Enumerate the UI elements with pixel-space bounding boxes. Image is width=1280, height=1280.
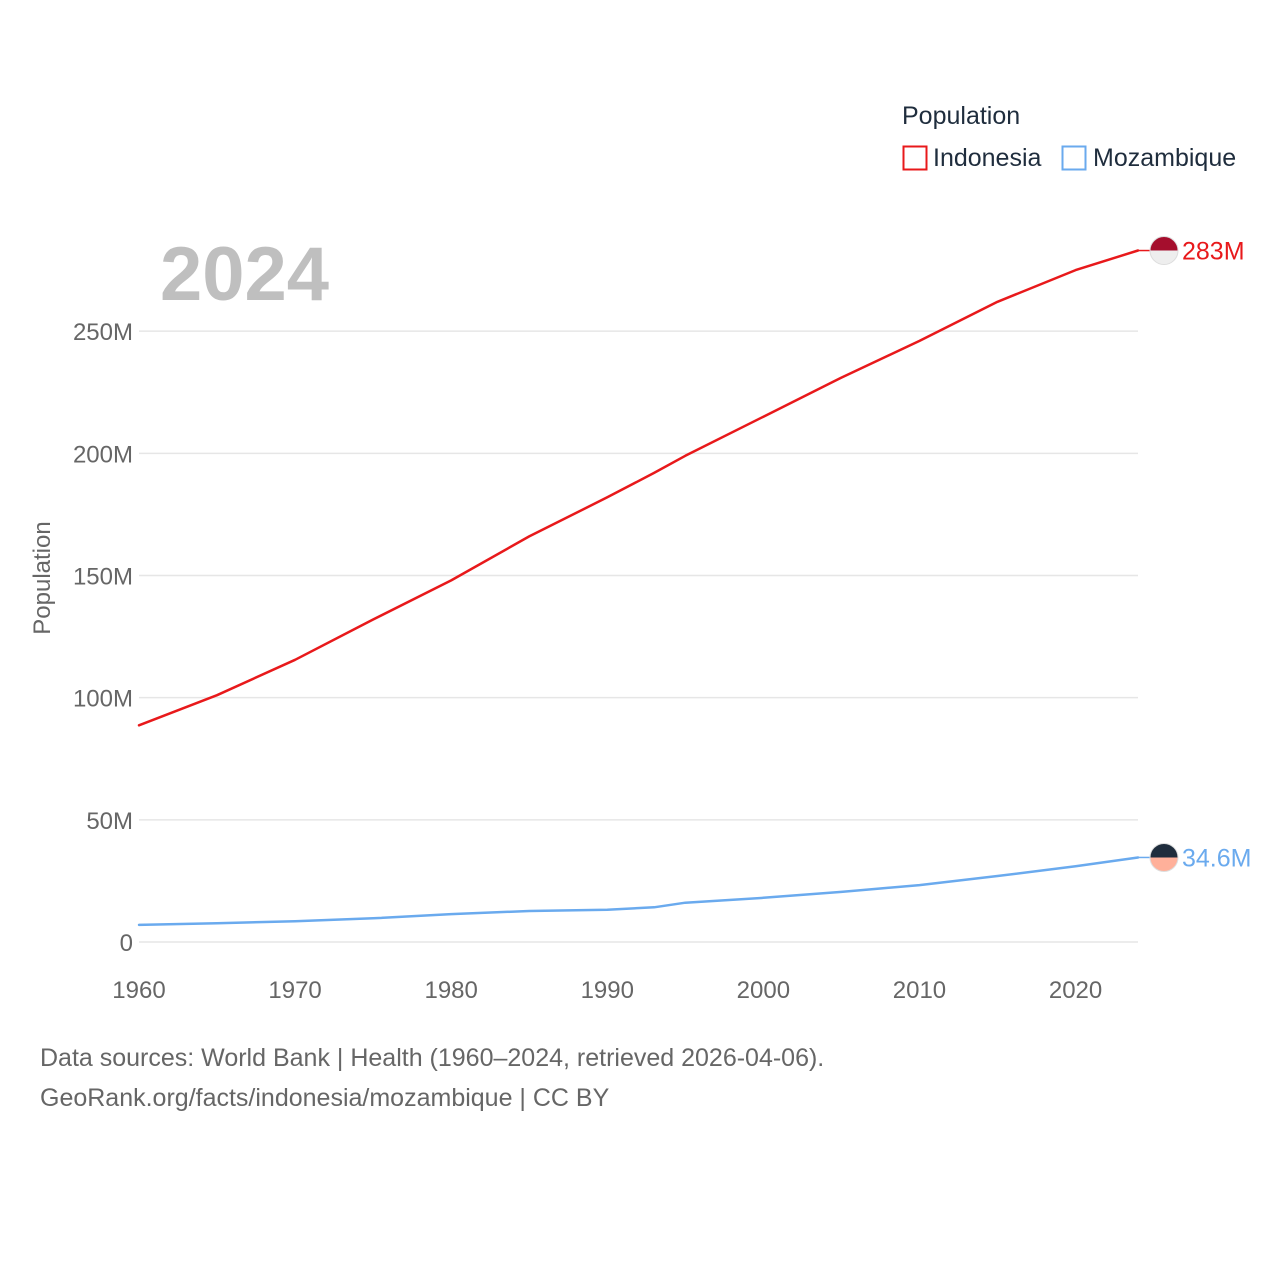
series-line-mozambique[interactable] <box>137 856 1140 927</box>
end-value-label-indonesia: 283M <box>1182 238 1245 266</box>
legend-swatch-mozambique <box>1061 145 1087 171</box>
x-tick-label: 1980 <box>424 977 477 1004</box>
x-tick-label: 2010 <box>893 977 946 1004</box>
x-tick-label: 2000 <box>737 977 790 1004</box>
flag-indonesia-icon <box>1149 236 1179 266</box>
legend-title: Population <box>902 102 1020 130</box>
y-tick-labels: 0 50M 100M 150M 200M 250M <box>73 319 133 957</box>
y-axis-title: Population <box>29 521 56 634</box>
year-label: 2024 <box>160 232 329 317</box>
x-tick-label: 1960 <box>112 977 165 1004</box>
attribution-link[interactable]: GeoRank.org/facts/indonesia/mozambique |… <box>40 1084 610 1112</box>
y-tick-label: 200M <box>73 441 133 468</box>
x-tick-labels: 1960 1970 1980 1990 2000 2010 2020 <box>112 977 1102 1004</box>
y-tick-label: 50M <box>86 808 133 835</box>
legend: Population Indonesia Mozambique <box>902 102 1236 172</box>
legend-item-indonesia[interactable]: Indonesia <box>902 144 1042 172</box>
series-line-indonesia[interactable] <box>137 249 1140 727</box>
series-end-markers: 283M 34.6M <box>1138 236 1251 872</box>
x-tick-label: 1970 <box>268 977 321 1004</box>
legend-label-mozambique: Mozambique <box>1093 144 1236 172</box>
legend-item-mozambique[interactable]: Mozambique <box>1061 144 1237 172</box>
legend-swatch-indonesia <box>902 145 928 171</box>
y-tick-label: 0 <box>120 930 133 957</box>
legend-label-indonesia: Indonesia <box>933 144 1042 172</box>
flag-mozambique-icon <box>1149 842 1179 872</box>
y-tick-label: 250M <box>73 319 133 346</box>
y-tick-label: 100M <box>73 686 133 713</box>
grid-lines <box>139 330 1138 943</box>
y-tick-label: 150M <box>73 564 133 591</box>
data-source-note: Data sources: World Bank | Health (1960–… <box>40 1044 825 1072</box>
series-lines <box>137 249 1140 927</box>
x-tick-label: 1990 <box>581 977 634 1004</box>
end-value-label-mozambique: 34.6M <box>1182 844 1251 872</box>
x-tick-label: 2020 <box>1049 977 1102 1004</box>
